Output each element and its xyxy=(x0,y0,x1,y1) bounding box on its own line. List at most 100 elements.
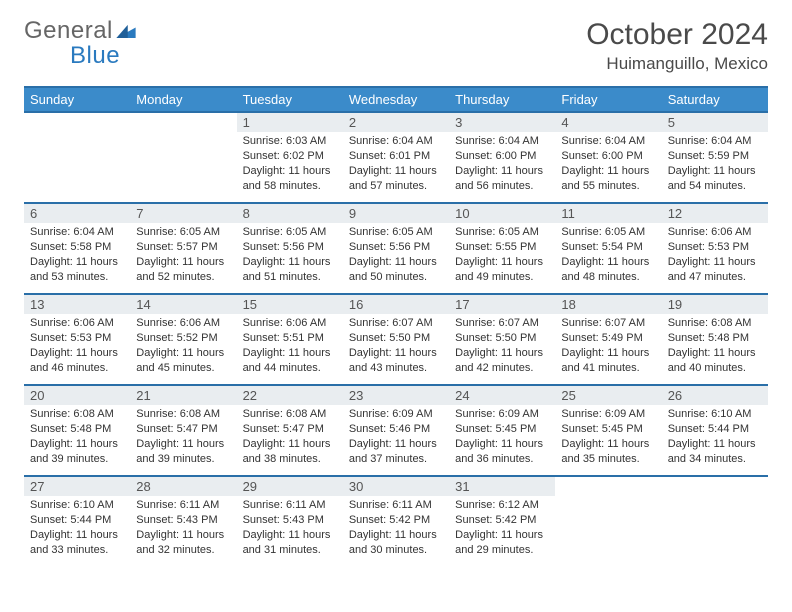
day-number: 12 xyxy=(662,204,768,223)
day-cell: 20Sunrise: 6:08 AMSunset: 5:48 PMDayligh… xyxy=(24,385,130,476)
week-row: 20Sunrise: 6:08 AMSunset: 5:48 PMDayligh… xyxy=(24,385,768,476)
daylight-text: Daylight: 11 hours and 50 minutes. xyxy=(349,255,443,285)
daylight-text: Daylight: 11 hours and 38 minutes. xyxy=(243,437,337,467)
sunrise-text: Sunrise: 6:05 AM xyxy=(349,225,443,240)
sunset-text: Sunset: 5:43 PM xyxy=(243,513,337,528)
sunset-text: Sunset: 5:42 PM xyxy=(455,513,549,528)
day-number: 10 xyxy=(449,204,555,223)
day-details: Sunrise: 6:12 AMSunset: 5:42 PMDaylight:… xyxy=(449,496,555,561)
day-cell: 12Sunrise: 6:06 AMSunset: 5:53 PMDayligh… xyxy=(662,203,768,294)
day-number: 24 xyxy=(449,386,555,405)
page-header: GeneralBlue October 2024 Huimanguillo, M… xyxy=(24,18,768,74)
day-details: Sunrise: 6:04 AMSunset: 6:00 PMDaylight:… xyxy=(449,132,555,197)
sunset-text: Sunset: 5:47 PM xyxy=(243,422,337,437)
day-cell: 6Sunrise: 6:04 AMSunset: 5:58 PMDaylight… xyxy=(24,203,130,294)
day-details: Sunrise: 6:03 AMSunset: 6:02 PMDaylight:… xyxy=(237,132,343,197)
sunrise-text: Sunrise: 6:04 AM xyxy=(561,134,655,149)
sunset-text: Sunset: 5:45 PM xyxy=(455,422,549,437)
month-title: October 2024 xyxy=(586,18,768,52)
day-cell: 7Sunrise: 6:05 AMSunset: 5:57 PMDaylight… xyxy=(130,203,236,294)
col-tue: Tuesday xyxy=(237,87,343,112)
daylight-text: Daylight: 11 hours and 49 minutes. xyxy=(455,255,549,285)
sunset-text: Sunset: 5:53 PM xyxy=(668,240,762,255)
day-details: Sunrise: 6:10 AMSunset: 5:44 PMDaylight:… xyxy=(662,405,768,470)
sunrise-text: Sunrise: 6:08 AM xyxy=(668,316,762,331)
sunrise-text: Sunrise: 6:11 AM xyxy=(349,498,443,513)
week-row: 27Sunrise: 6:10 AMSunset: 5:44 PMDayligh… xyxy=(24,476,768,567)
daylight-text: Daylight: 11 hours and 54 minutes. xyxy=(668,164,762,194)
day-number: 1 xyxy=(237,113,343,132)
day-cell: 15Sunrise: 6:06 AMSunset: 5:51 PMDayligh… xyxy=(237,294,343,385)
sunset-text: Sunset: 5:44 PM xyxy=(30,513,124,528)
sunrise-text: Sunrise: 6:05 AM xyxy=(136,225,230,240)
col-mon: Monday xyxy=(130,87,236,112)
sunrise-text: Sunrise: 6:04 AM xyxy=(455,134,549,149)
day-number: 21 xyxy=(130,386,236,405)
day-header-row: Sunday Monday Tuesday Wednesday Thursday… xyxy=(24,87,768,112)
sunset-text: Sunset: 5:59 PM xyxy=(668,149,762,164)
day-cell: 5Sunrise: 6:04 AMSunset: 5:59 PMDaylight… xyxy=(662,112,768,203)
day-details: Sunrise: 6:04 AMSunset: 5:59 PMDaylight:… xyxy=(662,132,768,197)
day-number: 8 xyxy=(237,204,343,223)
sunrise-text: Sunrise: 6:07 AM xyxy=(561,316,655,331)
daylight-text: Daylight: 11 hours and 35 minutes. xyxy=(561,437,655,467)
brand-part2: Blue xyxy=(70,42,120,69)
day-number: 2 xyxy=(343,113,449,132)
sunrise-text: Sunrise: 6:08 AM xyxy=(30,407,124,422)
title-block: October 2024 Huimanguillo, Mexico xyxy=(586,18,768,74)
daylight-text: Daylight: 11 hours and 55 minutes. xyxy=(561,164,655,194)
day-cell: 19Sunrise: 6:08 AMSunset: 5:48 PMDayligh… xyxy=(662,294,768,385)
daylight-text: Daylight: 11 hours and 32 minutes. xyxy=(136,528,230,558)
sunrise-text: Sunrise: 6:05 AM xyxy=(561,225,655,240)
week-row: 13Sunrise: 6:06 AMSunset: 5:53 PMDayligh… xyxy=(24,294,768,385)
sunrise-text: Sunrise: 6:07 AM xyxy=(455,316,549,331)
daylight-text: Daylight: 11 hours and 40 minutes. xyxy=(668,346,762,376)
day-number: 5 xyxy=(662,113,768,132)
col-thu: Thursday xyxy=(449,87,555,112)
day-number: 3 xyxy=(449,113,555,132)
day-number: 13 xyxy=(24,295,130,314)
sunrise-text: Sunrise: 6:06 AM xyxy=(243,316,337,331)
sunrise-text: Sunrise: 6:09 AM xyxy=(455,407,549,422)
sunrise-text: Sunrise: 6:05 AM xyxy=(455,225,549,240)
week-row: 6Sunrise: 6:04 AMSunset: 5:58 PMDaylight… xyxy=(24,203,768,294)
daylight-text: Daylight: 11 hours and 34 minutes. xyxy=(668,437,762,467)
daylight-text: Daylight: 11 hours and 29 minutes. xyxy=(455,528,549,558)
daylight-text: Daylight: 11 hours and 52 minutes. xyxy=(136,255,230,285)
sunset-text: Sunset: 5:46 PM xyxy=(349,422,443,437)
sunrise-text: Sunrise: 6:06 AM xyxy=(136,316,230,331)
day-details: Sunrise: 6:08 AMSunset: 5:47 PMDaylight:… xyxy=(237,405,343,470)
sunrise-text: Sunrise: 6:04 AM xyxy=(349,134,443,149)
daylight-text: Daylight: 11 hours and 42 minutes. xyxy=(455,346,549,376)
day-cell: 26Sunrise: 6:10 AMSunset: 5:44 PMDayligh… xyxy=(662,385,768,476)
day-details: Sunrise: 6:09 AMSunset: 5:46 PMDaylight:… xyxy=(343,405,449,470)
daylight-text: Daylight: 11 hours and 53 minutes. xyxy=(30,255,124,285)
day-cell: 31Sunrise: 6:12 AMSunset: 5:42 PMDayligh… xyxy=(449,476,555,567)
sunset-text: Sunset: 6:00 PM xyxy=(561,149,655,164)
day-number: 4 xyxy=(555,113,661,132)
sunset-text: Sunset: 5:42 PM xyxy=(349,513,443,528)
day-details: Sunrise: 6:05 AMSunset: 5:57 PMDaylight:… xyxy=(130,223,236,288)
sunset-text: Sunset: 6:01 PM xyxy=(349,149,443,164)
day-number: 30 xyxy=(343,477,449,496)
sunrise-text: Sunrise: 6:08 AM xyxy=(243,407,337,422)
daylight-text: Daylight: 11 hours and 41 minutes. xyxy=(561,346,655,376)
day-number: 17 xyxy=(449,295,555,314)
day-number: 6 xyxy=(24,204,130,223)
sunset-text: Sunset: 5:56 PM xyxy=(349,240,443,255)
sunrise-text: Sunrise: 6:04 AM xyxy=(668,134,762,149)
day-details: Sunrise: 6:11 AMSunset: 5:43 PMDaylight:… xyxy=(237,496,343,561)
daylight-text: Daylight: 11 hours and 56 minutes. xyxy=(455,164,549,194)
day-details: Sunrise: 6:08 AMSunset: 5:48 PMDaylight:… xyxy=(662,314,768,379)
day-number: 26 xyxy=(662,386,768,405)
sunset-text: Sunset: 5:48 PM xyxy=(30,422,124,437)
day-number: 19 xyxy=(662,295,768,314)
daylight-text: Daylight: 11 hours and 44 minutes. xyxy=(243,346,337,376)
day-cell: 21Sunrise: 6:08 AMSunset: 5:47 PMDayligh… xyxy=(130,385,236,476)
day-number: 29 xyxy=(237,477,343,496)
sunset-text: Sunset: 5:44 PM xyxy=(668,422,762,437)
calendar-body: 1Sunrise: 6:03 AMSunset: 6:02 PMDaylight… xyxy=(24,112,768,567)
day-cell: 16Sunrise: 6:07 AMSunset: 5:50 PMDayligh… xyxy=(343,294,449,385)
sunrise-text: Sunrise: 6:05 AM xyxy=(243,225,337,240)
daylight-text: Daylight: 11 hours and 37 minutes. xyxy=(349,437,443,467)
